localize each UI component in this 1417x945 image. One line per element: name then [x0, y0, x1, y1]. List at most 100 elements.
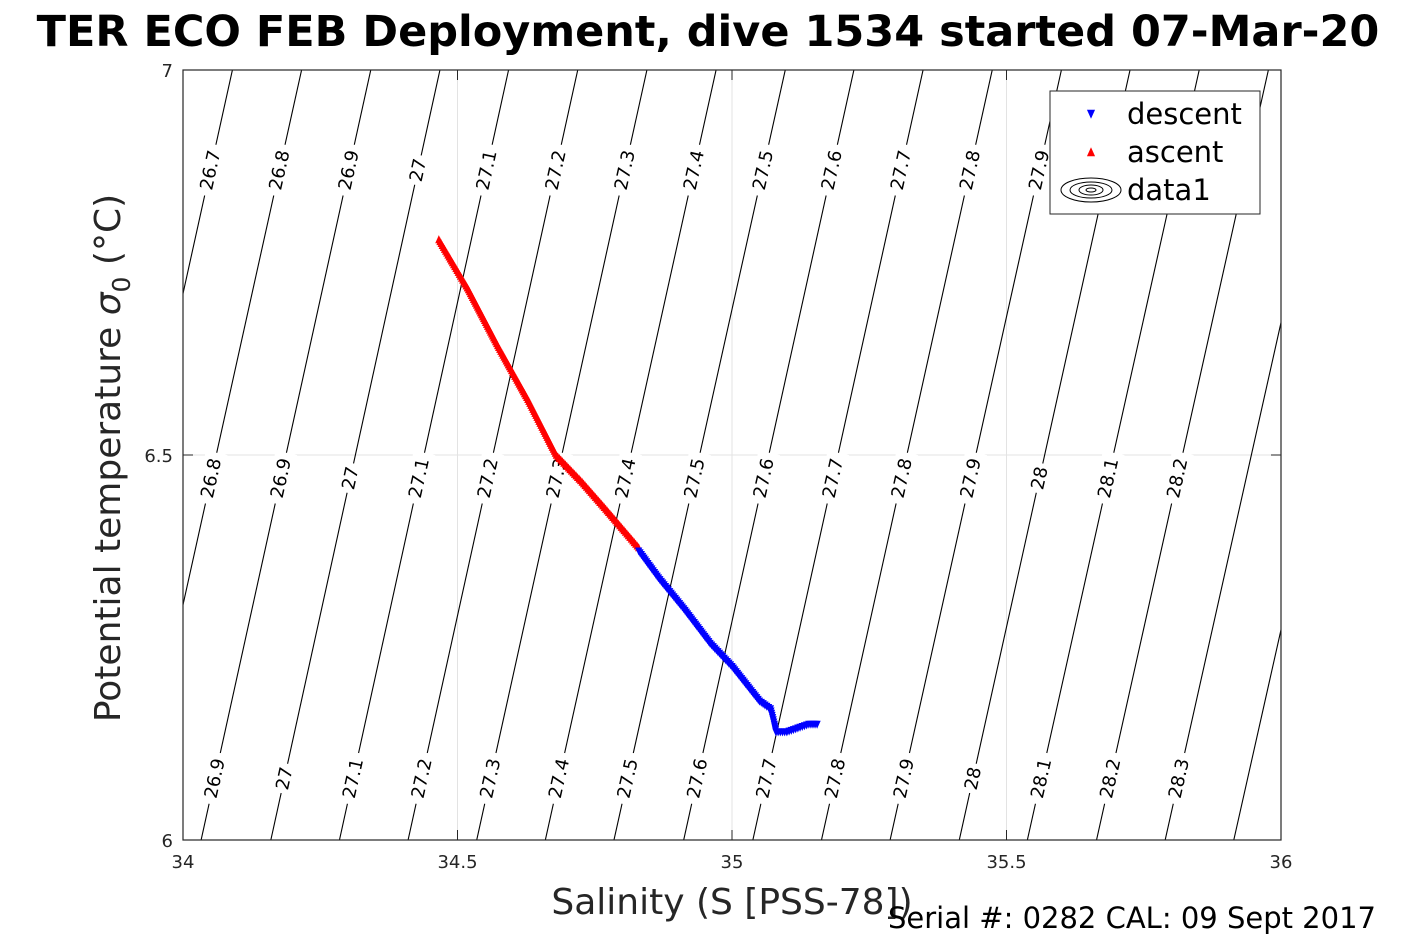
contour-label-gap [405, 750, 438, 807]
isopycnal-line [270, 70, 441, 840]
isopycnal-line [183, 70, 233, 297]
contour-label-text: 28 [961, 765, 986, 792]
contour-label: 27 [403, 153, 432, 188]
contour-label-gap [954, 450, 988, 506]
contour-label-gap [539, 142, 573, 198]
contour-label-text: 28 [1027, 465, 1052, 492]
contour-label: 26.9 [264, 450, 298, 506]
contour-label-gap [1162, 750, 1196, 807]
y-axis-label-unit: (°C) [88, 194, 129, 277]
contour-label: 26.7 [193, 142, 227, 198]
chart-title: TER ECO FEB Deployment, dive 1534 starte… [37, 7, 1380, 57]
x-tick-label: 34 [172, 852, 195, 873]
contour-label-gap [887, 750, 921, 807]
legend: descent ascent data1 [1049, 90, 1261, 215]
contour-label-gap [815, 142, 849, 198]
x-tick-label: 34.5 [437, 852, 477, 873]
contour-label-text: 27 [338, 465, 363, 492]
contour-label: 28 [1025, 461, 1054, 496]
legend-box [1049, 90, 1261, 215]
y-axis-label-sigma: σ [88, 291, 129, 315]
legend-contour-swatch [1060, 177, 1122, 203]
legend-contour-swatch [1085, 187, 1097, 193]
descent-point [813, 720, 821, 729]
x-tick-label: 36 [1270, 852, 1293, 873]
legend-label: descent [1127, 97, 1242, 131]
legend-contour-swatch [1078, 184, 1104, 196]
contour-label: 27.2 [471, 450, 505, 506]
axis-ticks: 34 34.5 35 35.5 36 6 6.5 7 [144, 61, 1292, 873]
legend-item-data1: data1 [1060, 173, 1211, 207]
y-axis-label-main: Potential temperature [88, 315, 129, 722]
contour-label-text: 27 [272, 765, 297, 792]
serial-cal-footer: Serial #: 0282 CAL: 09 Sept 2017 [888, 901, 1376, 935]
contour-label-gap [198, 750, 232, 807]
y-tick-label: 7 [162, 61, 173, 82]
contour-label-gap [1160, 450, 1194, 506]
y-tick-label: 6 [162, 831, 173, 852]
contour-label: 27.8 [953, 142, 987, 198]
contour-label-gap [336, 461, 365, 496]
contour-label-gap [336, 750, 370, 807]
contour-label-gap [611, 750, 645, 807]
contour-label-gap [473, 750, 507, 807]
legend-label: data1 [1127, 173, 1211, 207]
legend-label: ascent [1127, 135, 1223, 169]
contour-label-gap [403, 153, 432, 188]
isopycnal-line [1164, 320, 1281, 840]
data-series [435, 235, 821, 737]
contour-label-text: 27 [406, 157, 431, 184]
contour-label-gap [1022, 142, 1056, 198]
x-tick-label: 35 [721, 852, 744, 873]
series-descent [635, 547, 821, 737]
contour-label-gap [818, 750, 852, 807]
x-axis-label: Salinity (S [PSS-78]) [551, 882, 912, 923]
legend-marker-ascent [1086, 147, 1096, 157]
contour-label-gap [264, 450, 298, 506]
y-axis-label-subscript: 0 [107, 277, 136, 293]
contour-label-gap [608, 142, 642, 198]
isopycnal-line [1233, 627, 1281, 840]
contour-label-gap [194, 450, 228, 506]
contour-label-gap [677, 142, 711, 198]
contour-label-gap [816, 450, 850, 506]
contour-label: 27.1 [336, 750, 370, 807]
contour-label: 28 [958, 761, 987, 796]
contour-label-gap [193, 142, 227, 198]
contour-label-gap [747, 450, 781, 506]
contour-label-gap [953, 142, 987, 198]
contour-label: 27.2 [539, 142, 573, 198]
contour-label-gap [270, 761, 299, 796]
contour-label-gap [680, 750, 714, 807]
x-tick-label: 35.5 [986, 852, 1026, 873]
series-ascent [435, 235, 643, 552]
contour-label-gap [750, 750, 783, 807]
contour-label: 27.8 [818, 750, 852, 807]
contour-label-gap [471, 450, 505, 506]
contour-label-gap [1093, 750, 1127, 807]
contour-label-gap [746, 142, 780, 198]
contour-label: 27 [270, 761, 299, 796]
y-tick-label: 6.5 [144, 446, 173, 467]
contour-label-gap [1091, 450, 1125, 506]
y-axis-label: Potential temperature σ0 (°C) [88, 194, 136, 722]
contour-label-gap [542, 750, 576, 807]
legend-item-ascent: ascent [1086, 135, 1223, 169]
contour-label-gap [1024, 750, 1058, 807]
contour-label-gap [884, 142, 918, 198]
contour-label-gap [263, 142, 296, 198]
contour-label-gap [678, 450, 711, 506]
contour-label-gap [885, 450, 919, 506]
contour-label-gap [1025, 461, 1054, 496]
contour-label: 27.4 [677, 142, 711, 198]
legend-contour-swatch [1069, 181, 1113, 199]
contour-label: 27 [336, 461, 365, 496]
contour-label-gap [609, 450, 642, 506]
legend-item-descent: descent [1086, 97, 1242, 131]
contour-label-gap [470, 142, 503, 198]
legend-marker-descent [1086, 109, 1096, 119]
contour-label-gap [402, 450, 436, 506]
contour-label-gap [958, 761, 987, 796]
contour-label-gap [332, 142, 366, 198]
